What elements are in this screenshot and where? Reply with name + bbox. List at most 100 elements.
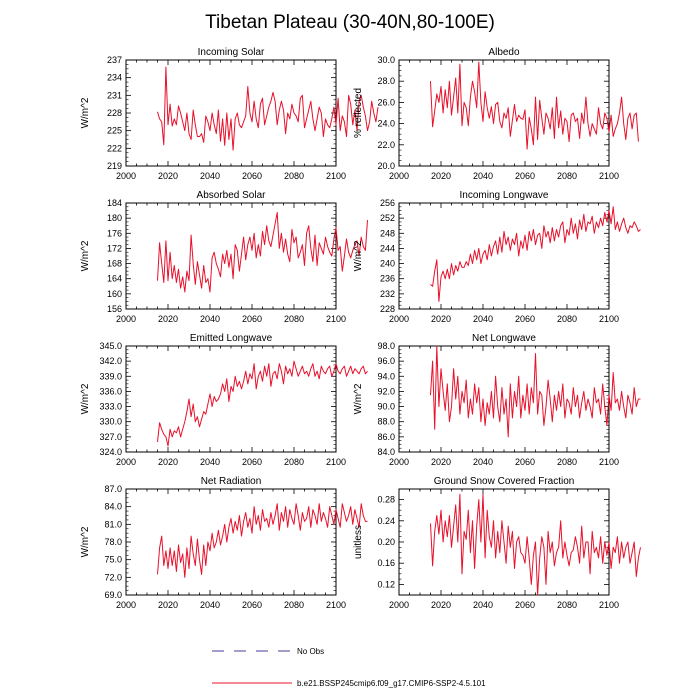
series-line	[157, 66, 379, 151]
x-tick-label: 2000	[389, 171, 409, 181]
plot-frame	[398, 202, 610, 310]
panel-3: Absorbed Solar W/m^2 2000 2020 2040 2060 2080 2…	[80, 190, 368, 324]
legend: No Obs b.e21.BSSP245cmip6.f09_g17.CMIP6-…	[212, 647, 486, 688]
y-tick-label: 228	[380, 304, 395, 314]
x-tick-label: 2100	[599, 457, 619, 467]
y-axis-label: W/m^2	[80, 383, 91, 414]
y-tick-label: 92.0	[377, 386, 395, 396]
x-tick-label: 2100	[326, 457, 346, 467]
y-tick-label: 248	[380, 228, 395, 238]
panel-title: Incoming Solar	[198, 47, 265, 58]
series-line	[157, 211, 368, 293]
panel-6: Net Longwave W/m^2 2000 2020 2040 2060 2080 210…	[353, 333, 641, 467]
y-tick-label: 0.28	[377, 495, 395, 505]
x-tick-label: 2000	[116, 314, 136, 324]
panel-5: Emitted Longwave W/m^2 2000 2020 2040 2060 208…	[80, 333, 368, 467]
plot-frame	[125, 488, 337, 596]
y-tick-label: 240	[380, 259, 395, 269]
x-tick-label: 2000	[389, 314, 409, 324]
y-tick-label: 184	[107, 198, 122, 208]
y-tick-label: 219	[107, 161, 122, 171]
y-tick-label: 236	[380, 274, 395, 284]
x-tick-label: 2080	[284, 600, 304, 610]
x-tick-label: 2100	[599, 314, 619, 324]
x-tick-label: 2080	[284, 457, 304, 467]
y-axis-label: W/m^2	[80, 240, 91, 271]
y-tick-label: 172	[107, 243, 122, 253]
y-tick-label: 69.0	[104, 590, 122, 600]
series-line	[157, 503, 368, 578]
y-tick-label: 72.0	[104, 572, 122, 582]
y-tick-label: 342.0	[99, 356, 122, 366]
y-tick-label: 252	[380, 213, 395, 223]
panel-title: Ground Snow Covered Fraction	[434, 476, 575, 487]
x-tick-label: 2000	[389, 600, 409, 610]
x-tick-label: 2060	[515, 600, 535, 610]
panel-title: Net Radiation	[201, 476, 262, 487]
x-tick-label: 2040	[200, 600, 220, 610]
y-tick-label: 86.0	[377, 432, 395, 442]
x-tick-label: 2060	[515, 314, 535, 324]
x-tick-label: 2040	[473, 171, 493, 181]
x-tick-label: 2020	[158, 600, 178, 610]
y-tick-label: 22.0	[377, 140, 395, 150]
x-tick-label: 2080	[557, 600, 577, 610]
x-tick-label: 2020	[158, 314, 178, 324]
x-tick-label: 2020	[431, 171, 451, 181]
x-tick-label: 2080	[284, 314, 304, 324]
y-tick-label: 0.24	[377, 516, 395, 526]
y-tick-label: 336.0	[99, 386, 122, 396]
y-tick-label: 24.0	[377, 119, 395, 129]
y-tick-label: 176	[107, 228, 122, 238]
x-tick-label: 2060	[242, 314, 262, 324]
x-tick-label: 2020	[431, 600, 451, 610]
y-tick-label: 327.0	[99, 432, 122, 442]
y-axis-label: % reflected	[353, 88, 364, 138]
y-tick-label: 244	[380, 243, 395, 253]
x-tick-label: 2000	[116, 600, 136, 610]
series-line	[430, 61, 639, 150]
x-tick-label: 2080	[557, 314, 577, 324]
y-tick-label: 168	[107, 259, 122, 269]
y-axis-label: W/m^2	[353, 240, 364, 271]
y-tick-label: 234	[107, 73, 122, 83]
x-tick-label: 2060	[515, 171, 535, 181]
y-tick-label: 88.0	[377, 417, 395, 427]
y-axis-label: W/m^2	[80, 526, 91, 557]
panel-title: Absorbed Solar	[197, 190, 267, 201]
y-tick-label: 26.0	[377, 97, 395, 107]
x-tick-label: 2060	[242, 171, 262, 181]
x-tick-label: 2080	[284, 171, 304, 181]
panel-title: Albedo	[488, 47, 520, 58]
y-tick-label: 98.0	[377, 341, 395, 351]
y-tick-label: 81.0	[104, 519, 122, 529]
panel-2: Albedo % reflected 2000 2020 2040 2060 2080 210…	[353, 47, 639, 181]
y-tick-label: 324.0	[99, 447, 122, 457]
y-tick-label: 330.0	[99, 417, 122, 427]
y-axis-label: unitless	[353, 525, 364, 559]
y-tick-label: 28.0	[377, 76, 395, 86]
x-tick-label: 2040	[200, 457, 220, 467]
legend-model-label: b.e21.BSSP245cmip6.f09_g17.CMIP6-SSP2-4.…	[297, 679, 486, 688]
x-tick-label: 2020	[431, 314, 451, 324]
y-tick-label: 237	[107, 55, 122, 65]
x-tick-label: 2040	[200, 171, 220, 181]
y-axis-label: W/m^2	[80, 97, 91, 128]
panel-7: Net Radiation W/m^2 2000 2020 2040 2060 2080 21…	[80, 476, 368, 610]
y-tick-label: 232	[380, 289, 395, 299]
x-tick-label: 2020	[158, 457, 178, 467]
x-tick-label: 2000	[116, 171, 136, 181]
series-line	[430, 206, 641, 302]
series-line	[430, 493, 641, 596]
panel-title: Emitted Longwave	[190, 333, 273, 344]
x-tick-label: 2100	[599, 171, 619, 181]
x-tick-label: 2000	[389, 457, 409, 467]
y-tick-label: 231	[107, 90, 122, 100]
x-tick-label: 2020	[431, 457, 451, 467]
series-line	[430, 345, 641, 438]
y-tick-label: 94.0	[377, 371, 395, 381]
x-tick-label: 2040	[200, 314, 220, 324]
y-tick-label: 84.0	[104, 502, 122, 512]
panel-8: Ground Snow Covered Fraction unitless 2000…	[353, 476, 641, 610]
